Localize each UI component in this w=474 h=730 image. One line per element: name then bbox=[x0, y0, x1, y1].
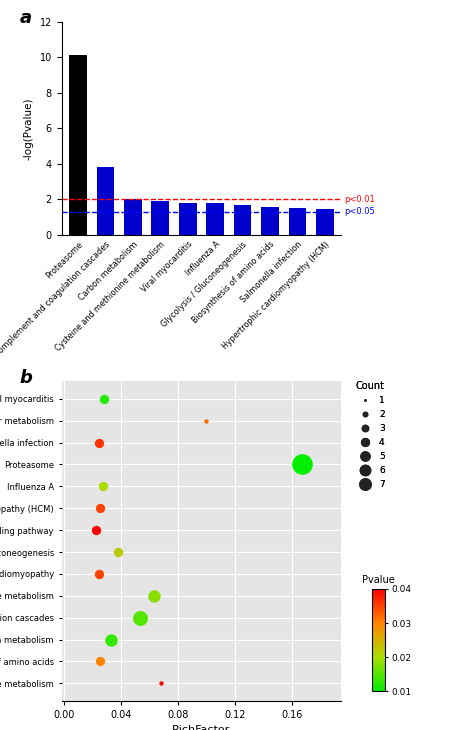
Text: a: a bbox=[20, 9, 32, 27]
Bar bbox=[206, 203, 224, 235]
Bar bbox=[261, 207, 279, 235]
Bar bbox=[179, 203, 197, 235]
Point bbox=[96, 656, 104, 667]
Bar bbox=[234, 205, 252, 235]
Legend: 1, 2, 3, 4, 5, 6, 7: 1, 2, 3, 4, 5, 6, 7 bbox=[354, 380, 387, 491]
Point bbox=[96, 502, 104, 514]
Text: p<0.01: p<0.01 bbox=[344, 195, 375, 204]
Point bbox=[99, 480, 107, 492]
Point bbox=[92, 524, 100, 536]
X-axis label: RichFactor: RichFactor bbox=[173, 726, 230, 730]
Point bbox=[95, 437, 102, 448]
Point bbox=[136, 612, 144, 623]
Title: Pvalue: Pvalue bbox=[362, 575, 395, 585]
Y-axis label: -log(Pvalue): -log(Pvalue) bbox=[24, 97, 34, 160]
Bar bbox=[97, 167, 114, 235]
Bar bbox=[316, 209, 334, 235]
Point bbox=[150, 590, 158, 602]
Point bbox=[157, 677, 165, 689]
Text: p<0.05: p<0.05 bbox=[344, 207, 375, 216]
Bar bbox=[151, 201, 169, 235]
Bar bbox=[124, 199, 142, 235]
Point bbox=[115, 546, 122, 558]
Point bbox=[95, 568, 102, 580]
Bar bbox=[289, 208, 306, 235]
Text: b: b bbox=[20, 369, 33, 387]
Point bbox=[100, 393, 108, 404]
Point bbox=[298, 458, 305, 470]
Bar bbox=[69, 55, 87, 235]
Point bbox=[108, 634, 115, 645]
Point bbox=[202, 415, 210, 426]
